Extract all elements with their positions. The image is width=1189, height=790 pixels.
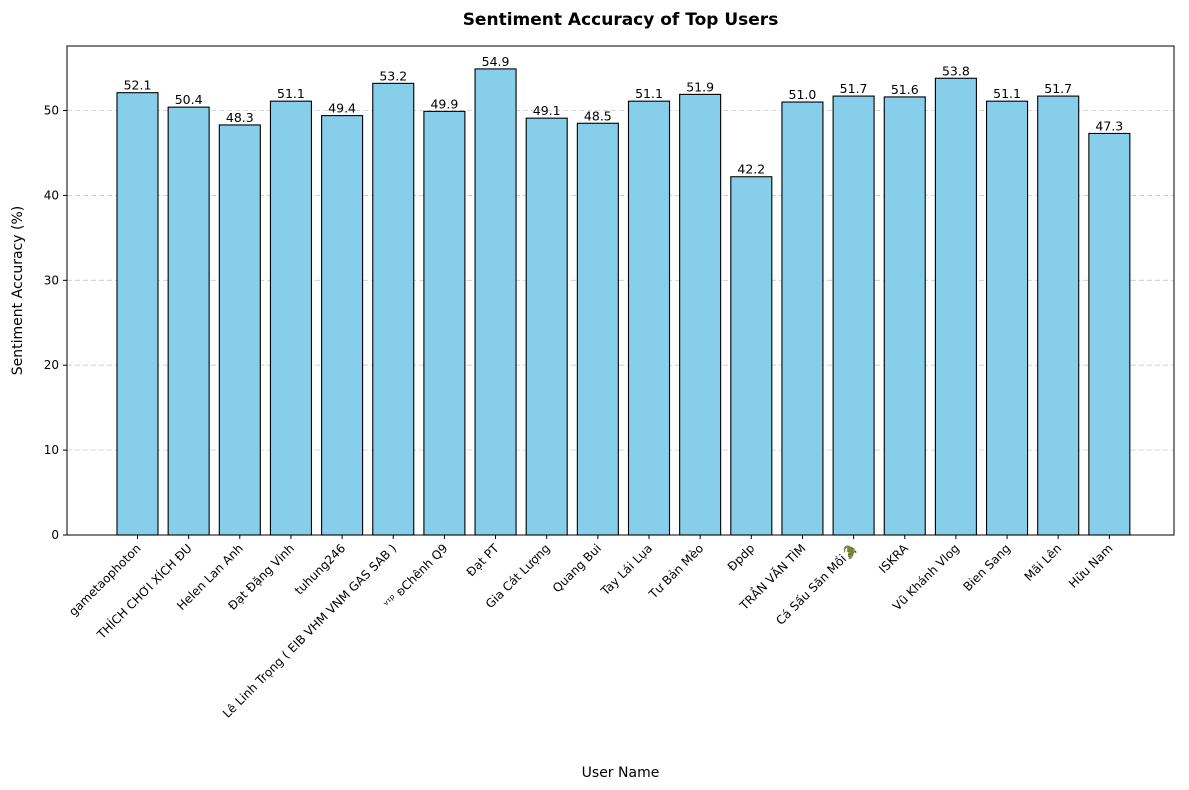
bar [627, 100, 671, 536]
data-label: 49.9 [430, 96, 458, 111]
data-label: 47.3 [1095, 118, 1123, 133]
x-tick-label: Quang Bui [550, 541, 604, 595]
bar [883, 96, 926, 536]
chart-title: Sentiment Accuracy of Top Users [463, 10, 779, 30]
data-label: 48.3 [226, 110, 254, 125]
x-tick-label: Mãi Lên [1022, 541, 1065, 584]
x-axis-label: User Name [582, 765, 660, 781]
x-tick-label: THÍCH CHƠI XÍCH ĐU [93, 541, 195, 643]
bar [985, 100, 1029, 536]
bar [269, 100, 313, 536]
bar [781, 101, 824, 536]
y-tick-label: 20 [44, 358, 59, 372]
bar [730, 176, 773, 536]
y-tick-label: 40 [44, 188, 59, 202]
data-label: 54.9 [482, 54, 510, 69]
data-label: 50.4 [175, 92, 203, 107]
bar [832, 95, 875, 536]
y-tick-label: 10 [44, 443, 59, 457]
bar [1037, 95, 1080, 536]
data-label: 52.1 [124, 78, 152, 93]
data-label: 51.9 [686, 79, 714, 94]
x-tick-label: ISKRA [876, 541, 911, 576]
x-tick-label: Đpdp [725, 541, 758, 574]
bar [474, 68, 517, 536]
y-axis-ticks: 0 10 20 30 40 50 [44, 104, 67, 542]
x-tick-label: Hữu Nam [1066, 541, 1116, 591]
y-axis-label: Sentiment Accuracy (%) [10, 206, 26, 375]
data-label: 51.7 [840, 81, 868, 96]
bar [372, 82, 415, 536]
data-label: 53.8 [942, 63, 970, 78]
bar [576, 122, 619, 536]
bar [167, 106, 210, 536]
bar [525, 117, 568, 536]
bar [218, 124, 261, 536]
data-label: 48.5 [584, 108, 612, 123]
data-label: 51.1 [635, 86, 663, 101]
data-label: 51.1 [277, 86, 305, 101]
x-tick-label: tuhung246 [292, 541, 348, 597]
x-tick-label: Tư Bản Mèo [646, 541, 707, 602]
data-label: 49.4 [328, 101, 356, 116]
data-label: 51.0 [789, 87, 817, 102]
y-tick-label: 30 [44, 273, 59, 287]
x-tick-label: Lê Linh Trọng ( EIB VHM VNM GAS SAB ) [220, 541, 399, 720]
data-labels: 52.1 50.4 48.3 51.1 49.4 53.2 49.9 54.9 49.1 48.5… [124, 54, 1124, 177]
bar [116, 92, 159, 536]
bar [934, 77, 977, 536]
x-tick-label: Bien Sang [960, 541, 1013, 594]
bar [321, 115, 364, 536]
plot-frame [66, 45, 1175, 536]
data-label: 49.1 [533, 103, 561, 118]
data-label: 53.2 [379, 68, 407, 83]
bar [679, 93, 722, 536]
y-tick-label: 50 [44, 104, 59, 118]
data-label: 42.2 [737, 162, 765, 177]
bar [423, 110, 466, 536]
data-label: 51.7 [1044, 81, 1072, 96]
bars [116, 68, 1131, 536]
data-label: 51.6 [891, 82, 919, 97]
y-tick-label: 0 [51, 528, 59, 542]
data-label: 51.1 [993, 86, 1021, 101]
x-tick-label: Đạt PT [464, 541, 502, 579]
bar [1088, 132, 1131, 536]
